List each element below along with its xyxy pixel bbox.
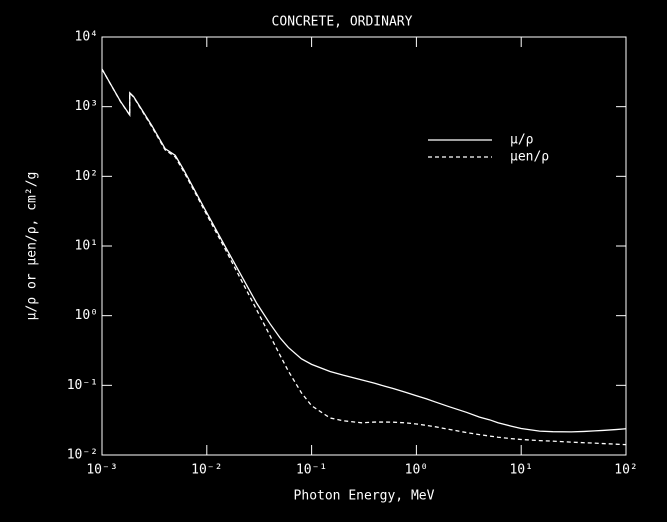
y-tick-label: 10³ [75,99,98,114]
y-axis-label: μ/ρ or μen/ρ, cm²/g [25,172,40,321]
x-axis-label: Photon Energy, MeV [294,489,435,504]
y-tick-label: 10⁰ [75,308,98,323]
x-tick-label: 10⁻³ [86,463,117,478]
legend-label: μen/ρ [510,150,549,165]
y-tick-label: 10⁻¹ [67,378,98,393]
data-line [101,68,627,446]
y-tick-label: 10² [75,169,98,184]
x-tick-label: 10¹ [509,463,532,478]
data-line [101,68,627,433]
y-tick-label: 10¹ [75,239,98,254]
x-tick-label: 10⁰ [405,463,428,478]
x-tick-label: 10⁻² [191,463,222,478]
y-tick-label: 10⁻² [67,448,98,463]
x-tick-label: 10⁻¹ [296,463,327,478]
chart-title: CONCRETE, ORDINARY [272,15,413,30]
legend-label: μ/ρ [510,133,534,148]
y-tick-label: 10⁴ [75,30,98,45]
x-tick-label: 10² [614,463,637,478]
